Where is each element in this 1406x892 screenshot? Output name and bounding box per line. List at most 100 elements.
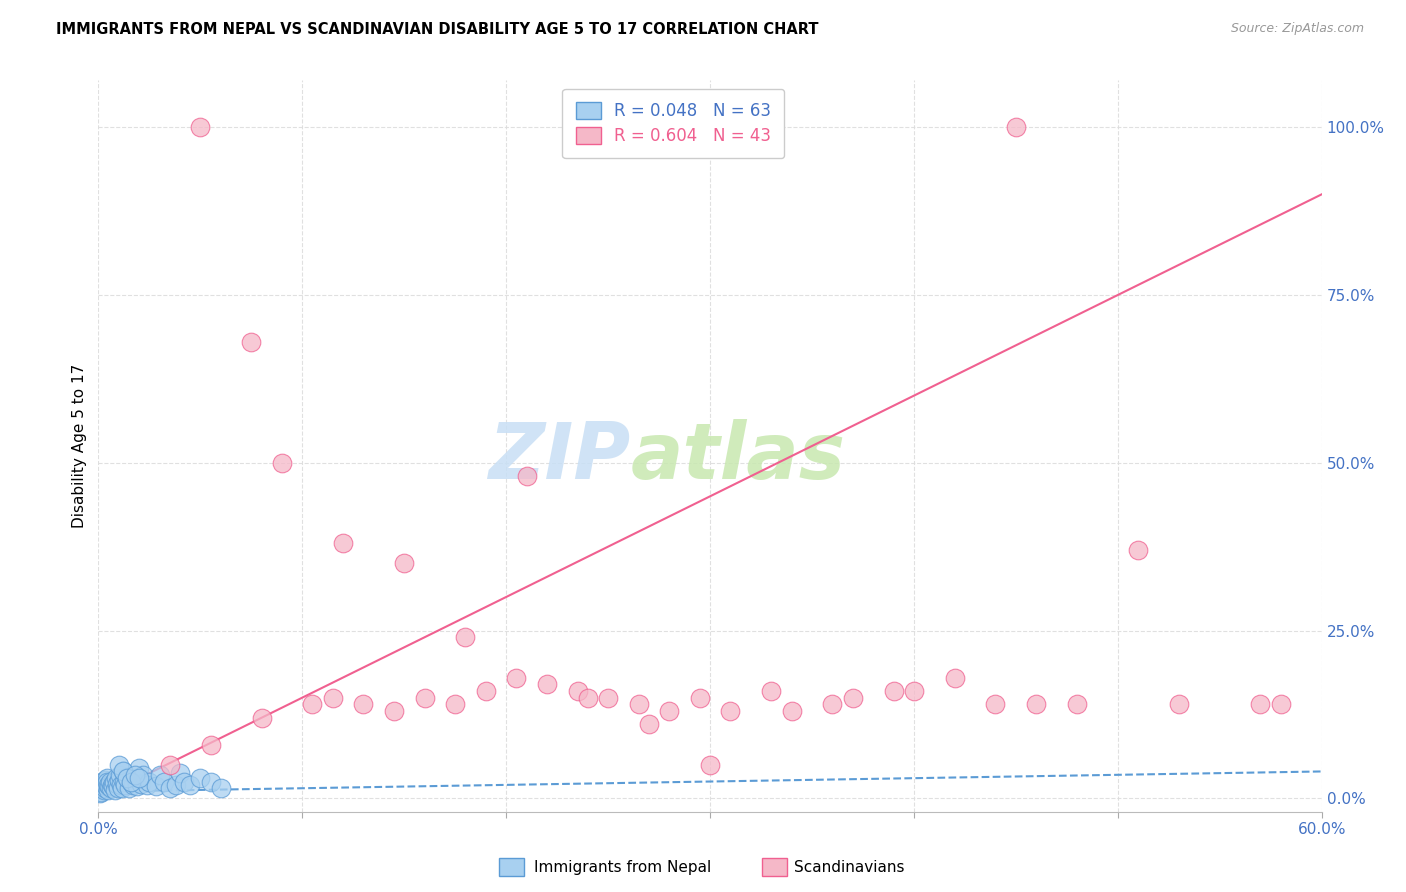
Point — [301, 698, 323, 712]
Point — [105, 776, 128, 790]
Point — [780, 704, 803, 718]
Point — [96, 779, 118, 793]
Point — [984, 698, 1007, 712]
Point — [159, 757, 181, 772]
Point — [127, 779, 149, 793]
Point — [120, 774, 142, 789]
Point — [169, 765, 191, 780]
Point — [658, 704, 681, 718]
Text: Immigrants from Nepal: Immigrants from Nepal — [534, 860, 711, 874]
Point — [505, 671, 527, 685]
Point — [152, 774, 174, 789]
Point — [101, 779, 124, 793]
Point — [1025, 698, 1047, 712]
Point — [120, 774, 142, 789]
Point — [114, 778, 136, 792]
Point — [89, 783, 111, 797]
Point — [454, 630, 477, 644]
Point — [382, 704, 405, 718]
Point — [110, 778, 132, 792]
Point — [699, 757, 721, 772]
Point — [97, 778, 120, 792]
Point — [111, 764, 134, 779]
Point — [93, 778, 115, 792]
Point — [132, 768, 155, 782]
Point — [90, 778, 112, 792]
Point — [97, 783, 120, 797]
Point — [188, 771, 212, 785]
Point — [1270, 698, 1292, 712]
Point — [90, 784, 112, 798]
Point — [200, 738, 222, 752]
Point — [91, 781, 114, 796]
Point — [94, 781, 117, 796]
Point — [108, 757, 131, 772]
Point — [821, 698, 844, 712]
Point — [91, 774, 114, 789]
Text: ZIP: ZIP — [488, 419, 630, 495]
Point — [332, 536, 354, 550]
Point — [444, 698, 467, 712]
Point — [392, 557, 416, 571]
Point — [1004, 120, 1026, 135]
Point — [118, 781, 141, 796]
Point — [943, 671, 966, 685]
Point — [1066, 698, 1088, 712]
Point — [94, 776, 117, 790]
Point — [97, 779, 120, 793]
Point — [111, 781, 134, 796]
Point — [108, 768, 131, 782]
Point — [718, 704, 742, 718]
Point — [124, 771, 146, 785]
Point — [128, 771, 150, 785]
Point — [179, 778, 201, 792]
Point — [250, 711, 273, 725]
Point — [516, 469, 538, 483]
Point — [689, 690, 711, 705]
Point — [637, 717, 661, 731]
Point — [413, 690, 436, 705]
Point — [145, 779, 167, 793]
Point — [576, 690, 599, 705]
Point — [138, 774, 160, 789]
Point — [91, 779, 114, 793]
Point — [1249, 698, 1271, 712]
Point — [104, 783, 127, 797]
Point — [100, 778, 122, 792]
Point — [474, 684, 498, 698]
Point — [129, 776, 152, 790]
Point — [270, 456, 294, 470]
Point — [627, 698, 650, 712]
Text: Scandinavians: Scandinavians — [794, 860, 905, 874]
Point — [100, 781, 122, 796]
Point — [759, 684, 782, 698]
Point — [149, 768, 172, 782]
Point — [165, 778, 187, 792]
Point — [112, 774, 135, 789]
Legend: R = 0.048   N = 63, R = 0.604   N = 43: R = 0.048 N = 63, R = 0.604 N = 43 — [562, 88, 785, 158]
Point — [596, 690, 619, 705]
Point — [115, 770, 138, 784]
Point — [107, 781, 129, 796]
Point — [1128, 543, 1150, 558]
Point — [96, 771, 118, 785]
Point — [89, 786, 111, 800]
Point — [98, 774, 121, 789]
Text: Source: ZipAtlas.com: Source: ZipAtlas.com — [1230, 22, 1364, 36]
Point — [209, 781, 232, 796]
Point — [841, 690, 863, 705]
Point — [567, 684, 589, 698]
Point — [352, 698, 374, 712]
Point — [103, 774, 125, 789]
Point — [173, 774, 195, 789]
Point — [240, 334, 263, 349]
Point — [200, 774, 222, 789]
Point — [1167, 698, 1189, 712]
Point — [104, 771, 127, 785]
Point — [111, 764, 134, 779]
Point — [136, 778, 159, 792]
Point — [322, 690, 344, 705]
Point — [122, 778, 145, 792]
Point — [93, 772, 115, 787]
Point — [124, 768, 146, 782]
